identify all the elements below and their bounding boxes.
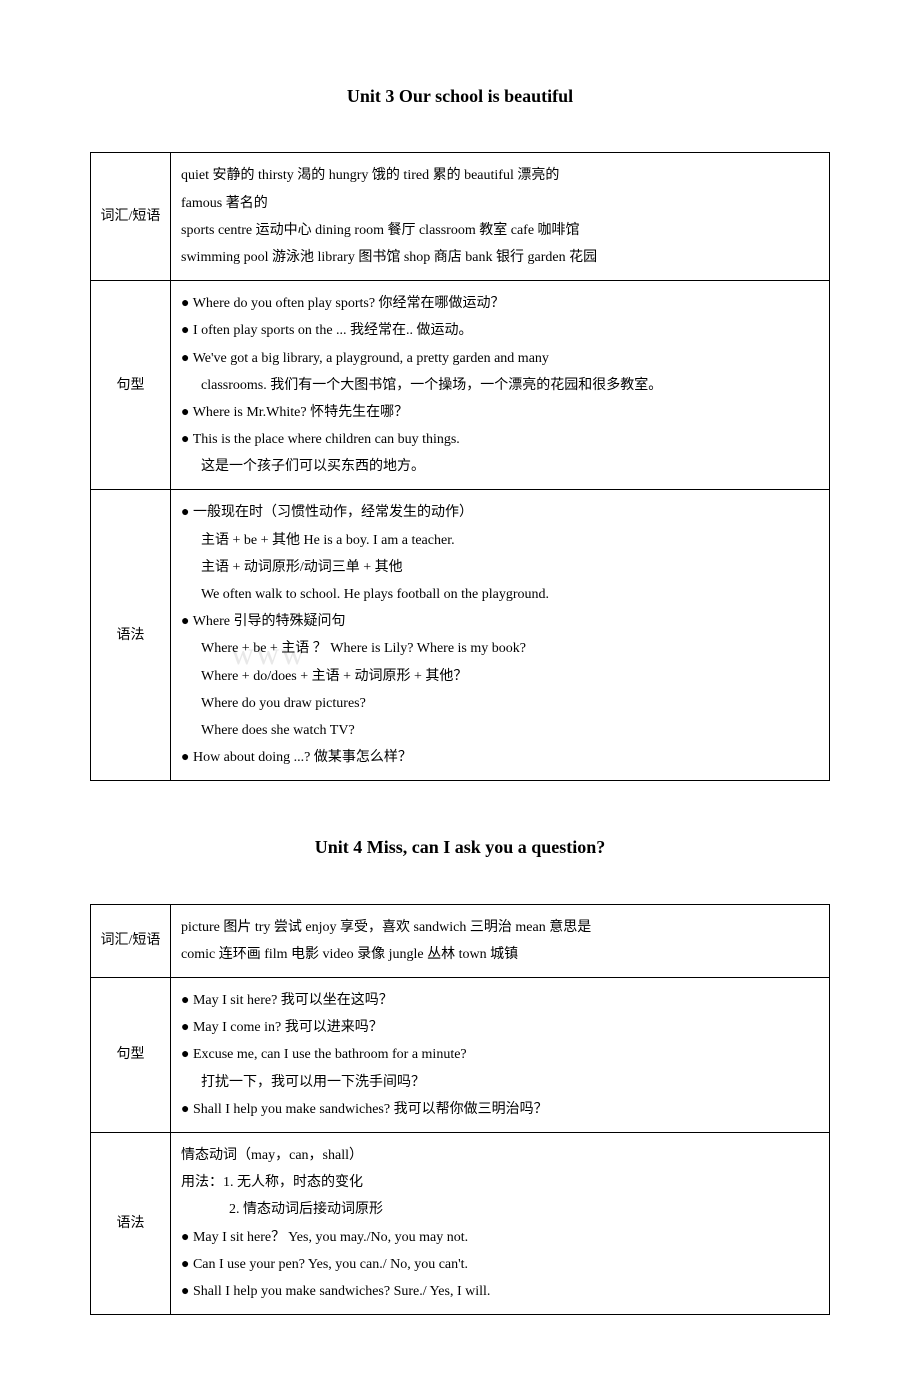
sentence-line: ● Where is Mr.White? 怀特先生在哪？ (181, 400, 819, 425)
sentence-line: ● This is the place where children can b… (181, 427, 819, 452)
grammar-line: 主语 + be + 其他 He is a boy. I am a teacher… (181, 528, 819, 553)
page-wrapper: Unit 3 Our school is beautiful 词汇/短语 qui… (90, 80, 830, 1315)
vocab-line: picture 图片 try 尝试 enjoy 享受，喜欢 sandwich 三… (181, 915, 819, 940)
grammar-line: ● 一般现在时（习惯性动作，经常发生的动作） (181, 500, 819, 525)
grammar-line: 情态动词（may，can，shall） (181, 1143, 819, 1168)
unit3-vocab-content: quiet 安静的 thirsty 渴的 hungry 饿的 tired 累的 … (171, 153, 830, 281)
grammar-line: Where + do/does + 主语 + 动词原形 + 其他？ (181, 664, 819, 689)
unit4-sentence-label: 句型 (91, 978, 171, 1133)
unit3-table: 词汇/短语 quiet 安静的 thirsty 渴的 hungry 饿的 tir… (90, 152, 830, 781)
sentence-line: ● Shall I help you make sandwiches? 我可以帮… (181, 1097, 819, 1122)
unit3-sentence-label: 句型 (91, 281, 171, 490)
sentence-line: ● May I sit here? 我可以坐在这吗？ (181, 988, 819, 1013)
unit4-grammar-row: 语法 情态动词（may，can，shall） 用法：1. 无人称，时态的变化 2… (91, 1133, 830, 1315)
grammar-line: Where + be + 主语 ？ Where is Lily? Where i… (181, 636, 819, 661)
sentence-line: ● Excuse me, can I use the bathroom for … (181, 1042, 819, 1067)
sentence-line: classrooms. 我们有一个大图书馆，一个操场，一个漂亮的花园和很多教室。 (181, 373, 819, 398)
vocab-line: swimming pool 游泳池 library 图书馆 shop 商店 ba… (181, 245, 819, 270)
sentence-line: ● We've got a big library, a playground,… (181, 346, 819, 371)
unit4-grammar-content: 情态动词（may，can，shall） 用法：1. 无人称，时态的变化 2. 情… (171, 1133, 830, 1315)
unit4-vocab-row: 词汇/短语 picture 图片 try 尝试 enjoy 享受，喜欢 sand… (91, 904, 830, 977)
grammar-line: ● How about doing ...? 做某事怎么样？ (181, 745, 819, 770)
unit3-sentence-row: 句型 ● Where do you often play sports? 你经常… (91, 281, 830, 490)
unit3-grammar-label: 语法 (91, 490, 171, 781)
sentence-line: ● May I come in? 我可以进来吗？ (181, 1015, 819, 1040)
grammar-line: 主语 + 动词原形/动词三单 + 其他 (181, 555, 819, 580)
vocab-line: sports centre 运动中心 dining room 餐厅 classr… (181, 218, 819, 243)
unit4-sentence-row: 句型 ● May I sit here? 我可以坐在这吗？ ● May I co… (91, 978, 830, 1133)
unit3-vocab-row: 词汇/短语 quiet 安静的 thirsty 渴的 hungry 饿的 tir… (91, 153, 830, 281)
unit3-sentence-content: ● Where do you often play sports? 你经常在哪做… (171, 281, 830, 490)
unit4-sentence-content: ● May I sit here? 我可以坐在这吗？ ● May I come … (171, 978, 830, 1133)
unit4-grammar-label: 语法 (91, 1133, 171, 1315)
unit4-vocab-content: picture 图片 try 尝试 enjoy 享受，喜欢 sandwich 三… (171, 904, 830, 977)
sentence-line: ● I often play sports on the ... 我经常在.. … (181, 318, 819, 343)
unit4-vocab-label: 词汇/短语 (91, 904, 171, 977)
grammar-line: Where does she watch TV? (181, 718, 819, 743)
grammar-line: We often walk to school. He plays footba… (181, 582, 819, 607)
unit3-vocab-label: 词汇/短语 (91, 153, 171, 281)
grammar-line: ● Shall I help you make sandwiches? Sure… (181, 1279, 819, 1304)
vocab-line: famous 著名的 (181, 191, 819, 216)
sentence-line: 这是一个孩子们可以买东西的地方。 (181, 454, 819, 479)
unit3-grammar-row: 语法 ● 一般现在时（习惯性动作，经常发生的动作） 主语 + be + 其他 H… (91, 490, 830, 781)
sentence-line: ● Where do you often play sports? 你经常在哪做… (181, 291, 819, 316)
grammar-line: Where do you draw pictures? (181, 691, 819, 716)
grammar-line: 用法：1. 无人称，时态的变化 (181, 1170, 819, 1195)
unit4-table: 词汇/短语 picture 图片 try 尝试 enjoy 享受，喜欢 sand… (90, 904, 830, 1315)
grammar-line: ● May I sit here？ Yes, you may./No, you … (181, 1225, 819, 1250)
grammar-line: ● Where 引导的特殊疑问句 (181, 609, 819, 634)
vocab-line: quiet 安静的 thirsty 渴的 hungry 饿的 tired 累的 … (181, 163, 819, 188)
grammar-line: ● Can I use your pen? Yes, you can./ No,… (181, 1252, 819, 1277)
vocab-line: comic 连环画 film 电影 video 录像 jungle 丛林 tow… (181, 942, 819, 967)
unit4-title: Unit 4 Miss, can I ask you a question? (90, 831, 830, 863)
unit3-grammar-content: ● 一般现在时（习惯性动作，经常发生的动作） 主语 + be + 其他 He i… (171, 490, 830, 781)
grammar-line: 2. 情态动词后接动词原形 (181, 1197, 819, 1222)
unit3-title: Unit 3 Our school is beautiful (90, 80, 830, 112)
sentence-line: 打扰一下，我可以用一下洗手间吗？ (181, 1070, 819, 1095)
